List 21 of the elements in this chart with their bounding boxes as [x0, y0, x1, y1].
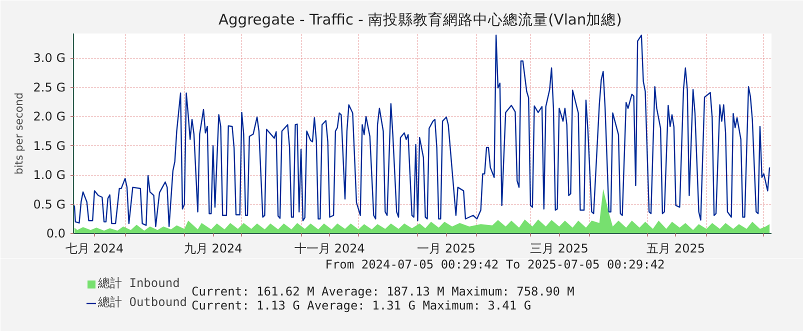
x-tick-label: 一月 2025: [417, 242, 476, 256]
x-tick-label: 三月 2025: [530, 242, 588, 256]
legend-label: 總計 Outbound: [98, 294, 188, 311]
x-tick-label: 七月 2024: [65, 242, 124, 256]
y-tick-label: 2.0 G: [33, 110, 66, 124]
y-tick-label: 1.0 G: [33, 168, 66, 182]
chart-title: Aggregate - Traffic - 南投縣教育網路中心總流量(Vlan加總): [218, 12, 622, 28]
y-tick-label: 0.5 G: [33, 197, 66, 212]
text: From 2024-07-05 00:29:42 To 2025-07-05 00:29:42: [325, 258, 665, 272]
legend-label: 總計 Inbound: [98, 275, 180, 292]
y-axis-title: bits per second: [12, 92, 26, 174]
y-tick-label: 0.0: [46, 226, 66, 240]
text: Current: 161.62 M Average: 187.13 M Maximum: 758.90 M: [192, 284, 574, 298]
y-tick-label: 3.0 G: [33, 51, 66, 66]
x-tick-label: 九月 2024: [184, 242, 242, 256]
y-tick-label: 2.5 G: [33, 80, 66, 94]
text: Current: 1.13 G Average: 1.31 G Maximum: 3.41 G: [192, 298, 532, 312]
x-tick-label: 五月 2025: [646, 242, 706, 256]
y-tick-label: 1.5 G: [33, 138, 66, 153]
x-tick-label: 十一月 2024: [294, 242, 365, 256]
line-series: [74, 34, 770, 228]
